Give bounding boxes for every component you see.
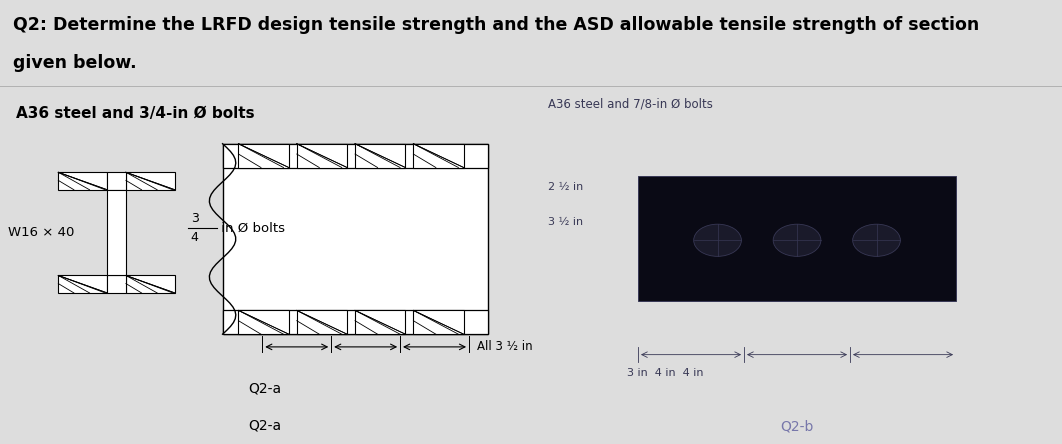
Bar: [296, 144, 347, 167]
Circle shape: [773, 224, 821, 256]
Bar: [296, 310, 347, 334]
Bar: [107, 172, 126, 190]
Circle shape: [853, 224, 901, 256]
Text: All 3 ½ in: All 3 ½ in: [477, 341, 532, 353]
Bar: [413, 310, 464, 334]
Bar: [107, 275, 126, 293]
Text: Q2-b: Q2-b: [781, 419, 813, 433]
Bar: [107, 190, 126, 275]
Text: A36 steel and 7/8-in Ø bolts: A36 steel and 7/8-in Ø bolts: [548, 97, 713, 110]
Text: Q2-a: Q2-a: [249, 381, 281, 395]
Text: given below.: given below.: [13, 54, 136, 71]
Bar: [223, 144, 487, 167]
Bar: [638, 176, 956, 301]
Bar: [239, 144, 289, 167]
Text: 4: 4: [191, 231, 199, 244]
Circle shape: [693, 224, 741, 256]
Text: 3 in  4 in  4 in: 3 in 4 in 4 in: [628, 368, 704, 377]
Bar: [355, 144, 406, 167]
Text: Q2: Determine the LRFD design tensile strength and the ASD allowable tensile str: Q2: Determine the LRFD design tensile st…: [13, 16, 979, 34]
Bar: [355, 310, 406, 334]
Text: W16 × 40: W16 × 40: [7, 226, 74, 239]
Bar: [58, 172, 107, 190]
Text: 2 ½ in: 2 ½ in: [548, 182, 583, 192]
Bar: [239, 310, 289, 334]
Bar: [413, 144, 464, 167]
Text: in Ø bolts: in Ø bolts: [218, 222, 286, 234]
Bar: [223, 144, 487, 334]
Bar: [126, 275, 175, 293]
Bar: [58, 275, 107, 293]
Bar: [126, 172, 175, 190]
Text: 3 ½ in: 3 ½ in: [548, 218, 583, 227]
Text: 3: 3: [191, 212, 199, 225]
Bar: [223, 310, 487, 334]
Text: Q2-a: Q2-a: [249, 419, 281, 432]
Text: A36 steel and 3/4-in Ø bolts: A36 steel and 3/4-in Ø bolts: [16, 106, 255, 121]
